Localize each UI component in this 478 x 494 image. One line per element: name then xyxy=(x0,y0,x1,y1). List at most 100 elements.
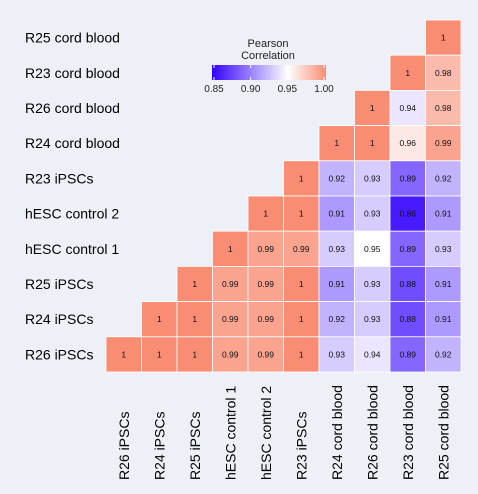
heatmap-cell xyxy=(247,336,284,373)
row-label: R23 cord blood xyxy=(25,65,120,81)
heatmap-cell xyxy=(389,336,426,373)
heatmap-cell xyxy=(354,125,391,162)
cell-value-label: 0.91 xyxy=(435,209,452,219)
heatmap-cell xyxy=(389,54,426,91)
heatmap-cell xyxy=(354,336,391,373)
heatmap-cell xyxy=(425,125,462,162)
cell-value-label: 0.89 xyxy=(399,244,416,254)
heatmap-cell xyxy=(283,336,320,373)
heatmap-cells xyxy=(105,19,462,373)
cell-value-label: 0.99 xyxy=(222,314,239,324)
cell-value-label: 0.98 xyxy=(435,103,452,113)
heatmap-cell xyxy=(176,336,213,373)
row-label: R25 iPSCs xyxy=(25,276,93,292)
cell-value-label: 0.91 xyxy=(435,314,452,324)
row-label: R24 iPSCs xyxy=(25,311,93,327)
cell-value-label: 0.86 xyxy=(399,209,416,219)
heatmap-cell xyxy=(247,265,284,302)
cell-value-label: 1 xyxy=(370,103,375,113)
row-labels: R25 cord blood R23 cord blood R26 cord blo… xyxy=(25,30,120,363)
legend-color-bar xyxy=(212,65,326,80)
cell-value-label: 0.93 xyxy=(364,209,381,219)
column-label: hESC control 1 xyxy=(222,386,238,480)
heatmap-cell xyxy=(318,301,355,338)
cell-value-label: 0.91 xyxy=(328,279,345,289)
heatmap-cell xyxy=(425,336,462,373)
heatmap-cell xyxy=(425,90,462,127)
cell-value-label: 0.99 xyxy=(257,314,274,324)
heatmap-cell xyxy=(247,195,284,232)
cell-value-label: 0.92 xyxy=(435,349,452,359)
cell-value-label: 0.93 xyxy=(364,173,381,183)
cell-value-label: 1 xyxy=(192,349,197,359)
cell-value-label: 1 xyxy=(157,314,162,324)
legend-tick-label: 0.85 xyxy=(204,84,224,95)
heatmap-cell xyxy=(212,301,249,338)
cell-value-label: 0.99 xyxy=(222,279,239,289)
legend-title-line-1: Pearson xyxy=(248,38,289,50)
cell-value-label: 0.99 xyxy=(293,244,310,254)
cell-value-label: 0.94 xyxy=(399,103,416,113)
row-label: R25 cord blood xyxy=(25,30,120,46)
heatmap-cell xyxy=(283,195,320,232)
heatmap-cell xyxy=(389,195,426,232)
legend-tick-label: 0.95 xyxy=(278,84,298,95)
cell-value-label: 0.92 xyxy=(328,314,345,324)
heatmap-cell xyxy=(425,301,462,338)
cell-value-label: 1 xyxy=(121,349,126,359)
cell-value-label: 0.99 xyxy=(257,349,274,359)
cell-value-label: 0.93 xyxy=(435,244,452,254)
cell-value-label: 1 xyxy=(370,138,375,148)
column-label: hESC control 2 xyxy=(258,386,274,480)
cell-value-label: 0.89 xyxy=(399,173,416,183)
column-label: R24 iPSCs xyxy=(151,412,167,480)
column-label: R26 iPSCs xyxy=(116,412,132,480)
legend-tick-label: 0.90 xyxy=(241,84,261,95)
cell-value-label: 0.91 xyxy=(328,209,345,219)
cell-value-label: 0.93 xyxy=(328,349,345,359)
cell-value-label: 0.88 xyxy=(399,279,416,289)
cell-value-label: 1 xyxy=(192,279,197,289)
column-label: R25 cord blood xyxy=(435,385,451,480)
cell-value-label: 1 xyxy=(334,138,339,148)
heatmap-cell xyxy=(354,195,391,232)
cell-value-label: 0.99 xyxy=(257,279,274,289)
cell-value-label: 1 xyxy=(228,244,233,254)
heatmap-cell xyxy=(389,160,426,197)
cell-value-label: 0.92 xyxy=(435,173,452,183)
heatmap-cell xyxy=(425,19,462,56)
cell-value-label: 0.99 xyxy=(222,349,239,359)
cell-value-label: 1 xyxy=(299,173,304,183)
column-label: R24 cord blood xyxy=(329,385,345,480)
heatmap-cell xyxy=(318,160,355,197)
heatmap-cell xyxy=(212,336,249,373)
legend-title-line-2: Correlation xyxy=(241,50,295,62)
heatmap-cell xyxy=(354,301,391,338)
cell-value-label: 0.99 xyxy=(435,138,452,148)
cell-value-label: 1 xyxy=(299,209,304,219)
heatmap-cell xyxy=(141,336,178,373)
heatmap-cell xyxy=(389,230,426,267)
cell-value-label: 1 xyxy=(299,279,304,289)
column-label: R25 iPSCs xyxy=(187,412,203,480)
column-labels: R26 iPSCs R24 iPSCs R25 iPSCs hESC control … xyxy=(116,385,452,480)
cell-value-label: 1 xyxy=(405,68,410,78)
heatmap-cell xyxy=(141,301,178,338)
heatmap-cell xyxy=(176,265,213,302)
cell-value-label: 0.93 xyxy=(364,279,381,289)
cell-value-label: 0.99 xyxy=(257,244,274,254)
heatmap-cell xyxy=(105,336,142,373)
legend-ticks: 0.85 0.90 0.95 1.00 xyxy=(204,65,334,95)
row-label: hESC control 2 xyxy=(25,206,119,222)
heatmap-cell xyxy=(425,265,462,302)
heatmap-cell xyxy=(212,230,249,267)
cell-value-label: 1 xyxy=(157,349,162,359)
cell-value-label: 0.96 xyxy=(399,138,416,148)
cell-value-label: 0.91 xyxy=(435,279,452,289)
heatmap-cell-labels: 1 1 0.98 1 0.94 0.98 1 1 0.96 0.99 1 0.92 0.93 0.89 0.… xyxy=(121,33,451,360)
cell-value-label: 0.93 xyxy=(364,314,381,324)
row-label: R24 cord blood xyxy=(25,135,120,151)
column-label: R26 cord blood xyxy=(364,385,380,480)
